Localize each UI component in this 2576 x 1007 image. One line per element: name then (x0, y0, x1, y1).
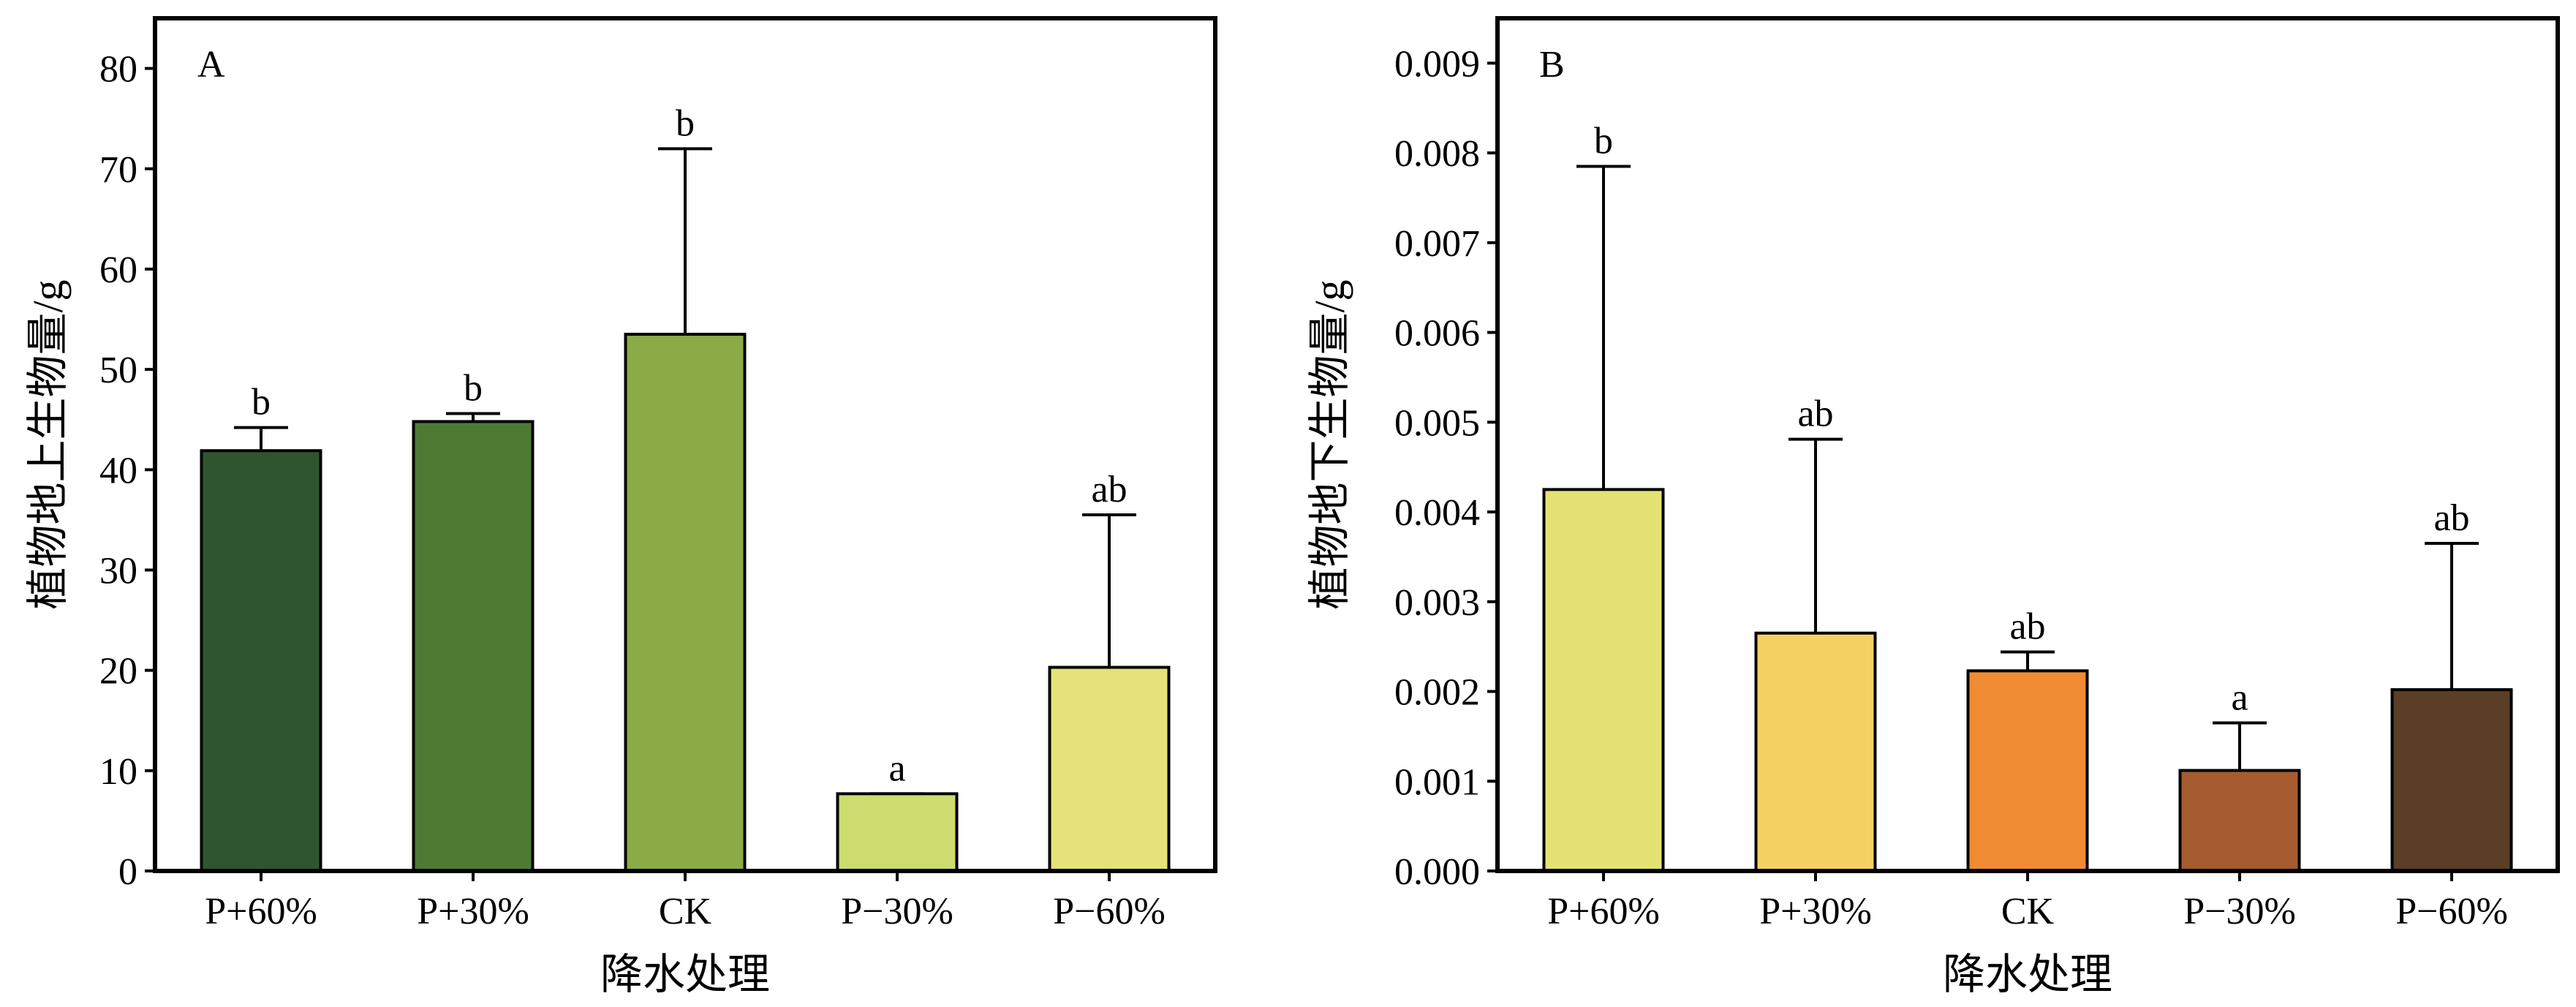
y-tick-label: 0.008 (1394, 133, 1480, 175)
y-axis-title: 植物地下生物量/g (1306, 279, 1353, 609)
panel-label: B (1539, 44, 1565, 86)
x-tick-label: P+60% (1547, 891, 1660, 932)
y-tick-label: 0.004 (1394, 492, 1480, 534)
y-tick-label: 0.000 (1394, 851, 1480, 893)
bar (2390, 688, 2513, 873)
significance-label: b (676, 102, 695, 144)
significance-label: b (1594, 121, 1613, 162)
chart-panel-b: 0.000 0.001 0.002 0.003 0.004 0.005 0.006 0.007… (1306, 16, 2560, 998)
x-tick-label: P−60% (1053, 891, 1166, 932)
bar (836, 792, 959, 873)
plot-frame (153, 16, 1217, 873)
significance-label: ab (1797, 393, 1833, 435)
y-tick-label: 60 (99, 249, 137, 291)
bar (2178, 769, 2301, 873)
y-axis-title: 植物地上生物量/g (24, 279, 72, 609)
significance-label: a (888, 747, 905, 789)
x-tick-label: CK (659, 891, 712, 932)
significance-label: b (464, 367, 483, 409)
y-tick-label: 10 (99, 751, 137, 793)
y-tick-label: 20 (99, 651, 137, 693)
significance-label: ab (2433, 497, 2469, 539)
x-tick-label: P+60% (205, 891, 317, 932)
x-tick-label: P−30% (841, 891, 953, 932)
x-tick-label: P+30% (417, 891, 529, 932)
bar (1754, 631, 1877, 872)
y-tick-label: 30 (99, 550, 137, 592)
chart-panel-a: 0 10 20 30 40 50 60 70 80 b P+60% b P+30% b CK a P−30% ab… (24, 16, 1217, 998)
bar (624, 333, 747, 872)
y-tick-label: 0 (118, 851, 137, 893)
bar (1048, 665, 1171, 872)
x-tick-label: CK (2001, 891, 2055, 932)
significance-label: ab (1091, 469, 1127, 510)
y-tick-label: 0.002 (1394, 672, 1480, 714)
y-tick-label: 0.009 (1394, 43, 1480, 85)
y-tick-label: 50 (99, 350, 137, 391)
y-tick-label: 40 (99, 450, 137, 491)
x-axis-title: 降水处理 (600, 951, 770, 998)
y-tick-label: 70 (99, 149, 137, 191)
y-tick-label: 0.005 (1394, 402, 1480, 444)
x-tick-label: P−30% (2183, 891, 2296, 932)
significance-label: a (2231, 676, 2248, 718)
bar (412, 420, 535, 872)
x-axis-title: 降水处理 (1943, 951, 2112, 998)
panel-label: A (197, 44, 225, 86)
significance-label: b (252, 382, 271, 423)
significance-label: ab (2009, 606, 2045, 648)
bar (1542, 488, 1665, 872)
bar (1966, 669, 2089, 872)
y-tick-label: 80 (99, 49, 137, 91)
y-tick-label: 0.006 (1394, 313, 1480, 355)
x-tick-label: P+30% (1759, 891, 1872, 932)
y-tick-label: 0.001 (1394, 761, 1480, 803)
bar (200, 449, 322, 872)
y-tick-label: 0.007 (1394, 223, 1480, 265)
plot-frame (1495, 16, 2560, 873)
x-tick-label: P−60% (2395, 891, 2508, 932)
y-tick-label: 0.003 (1394, 582, 1480, 624)
